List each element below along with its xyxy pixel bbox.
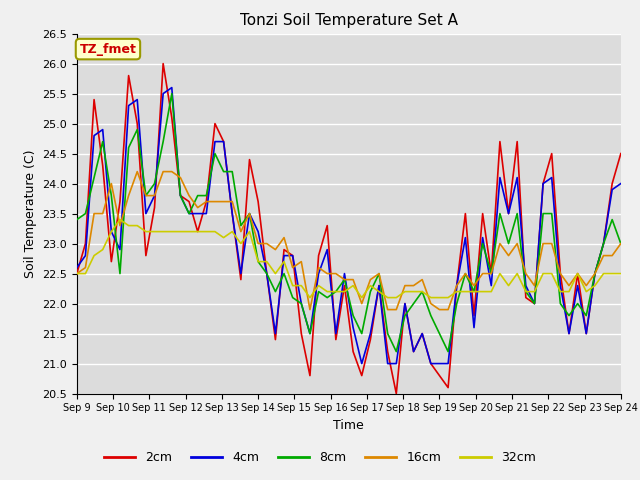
- 8cm: [436, 331, 444, 336]
- 4cm: [142, 211, 150, 216]
- 32cm: [315, 283, 323, 288]
- 4cm: [306, 331, 314, 336]
- 32cm: [436, 295, 444, 300]
- 32cm: [392, 295, 400, 300]
- Title: Tonzi Soil Temperature Set A: Tonzi Soil Temperature Set A: [240, 13, 458, 28]
- 16cm: [358, 300, 365, 306]
- 2cm: [617, 151, 625, 156]
- 4cm: [436, 360, 444, 366]
- 16cm: [315, 264, 323, 270]
- 32cm: [150, 228, 158, 234]
- Text: TZ_fmet: TZ_fmet: [79, 43, 136, 56]
- Line: 2cm: 2cm: [77, 63, 621, 394]
- 32cm: [444, 295, 452, 300]
- 2cm: [384, 348, 392, 354]
- 4cm: [168, 84, 175, 90]
- 8cm: [444, 348, 452, 354]
- 2cm: [444, 384, 452, 390]
- 2cm: [306, 372, 314, 378]
- 16cm: [133, 168, 141, 174]
- 2cm: [142, 252, 150, 258]
- 8cm: [73, 216, 81, 222]
- Line: 8cm: 8cm: [77, 94, 621, 351]
- 2cm: [436, 372, 444, 378]
- 4cm: [392, 360, 400, 366]
- 8cm: [349, 312, 357, 318]
- 16cm: [444, 307, 452, 312]
- 32cm: [116, 216, 124, 222]
- 8cm: [617, 240, 625, 246]
- Legend: 2cm, 4cm, 8cm, 16cm, 32cm: 2cm, 4cm, 8cm, 16cm, 32cm: [99, 446, 541, 469]
- 2cm: [349, 348, 357, 354]
- 2cm: [73, 271, 81, 276]
- 4cm: [73, 264, 81, 270]
- Y-axis label: Soil Temperature (C): Soil Temperature (C): [24, 149, 36, 278]
- 4cm: [358, 360, 365, 366]
- 8cm: [142, 192, 150, 198]
- 16cm: [150, 192, 158, 198]
- 8cm: [384, 331, 392, 336]
- 32cm: [358, 295, 365, 300]
- 2cm: [392, 391, 400, 396]
- 4cm: [617, 180, 625, 186]
- Line: 32cm: 32cm: [77, 219, 621, 298]
- 16cm: [617, 240, 625, 246]
- 2cm: [159, 60, 167, 66]
- X-axis label: Time: Time: [333, 419, 364, 432]
- 16cm: [392, 307, 400, 312]
- 8cm: [392, 348, 400, 354]
- 32cm: [306, 295, 314, 300]
- 16cm: [436, 307, 444, 312]
- 16cm: [306, 307, 314, 312]
- 32cm: [73, 271, 81, 276]
- Line: 16cm: 16cm: [77, 171, 621, 310]
- 8cm: [168, 91, 175, 96]
- 4cm: [444, 360, 452, 366]
- 8cm: [306, 331, 314, 336]
- 4cm: [349, 324, 357, 330]
- Line: 4cm: 4cm: [77, 87, 621, 363]
- 16cm: [73, 271, 81, 276]
- 32cm: [617, 271, 625, 276]
